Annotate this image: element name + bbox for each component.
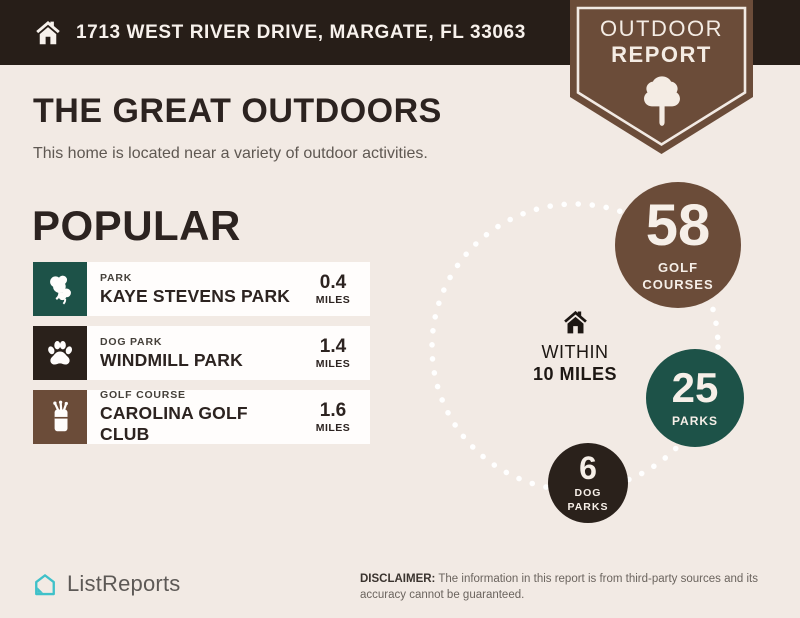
list-item-text: DOG PARK WINDMILL PARK (87, 326, 300, 380)
disclaimer-text: DISCLAIMER: The information in this repo… (360, 572, 772, 603)
paw-icon-box (33, 326, 87, 380)
listreports-logo: ListReports (31, 570, 180, 598)
golf-courses-bubble: 58 GOLF COURSES (615, 182, 741, 308)
distance-value: 1.6 (319, 400, 347, 421)
item-category: PARK (100, 271, 133, 284)
parks-label: PARKS (671, 414, 719, 428)
golf-courses-label: GOLF COURSES (642, 260, 714, 292)
park-icon-box (33, 262, 87, 316)
within-label: WITHIN (541, 342, 609, 362)
dog-parks-count: 6 (579, 450, 597, 487)
page-title: THE GREAT OUTDOORS (33, 92, 442, 130)
distance-unit: MILES (315, 422, 351, 434)
home-icon (36, 20, 60, 44)
distance-value: 0.4 (319, 272, 347, 293)
item-category: GOLF COURSE (100, 389, 186, 401)
parks-bubble: 25 PARKS (646, 349, 744, 447)
distance-unit: MILES (315, 358, 351, 370)
item-name: KAYE STEVENS PARK (100, 285, 291, 306)
item-distance: 1.6 MILES (300, 390, 370, 444)
listreports-house-icon (35, 574, 55, 596)
golf-icon-box (33, 390, 87, 444)
disclaimer-label: DISCLAIMER: (360, 573, 436, 585)
list-item-park: PARK KAYE STEVENS PARK 0.4 MILES (33, 262, 370, 316)
home-icon (563, 310, 587, 334)
list-item-text: GOLF COURSE CAROLINA GOLF CLUB (87, 389, 300, 444)
golf-courses-count: 58 (645, 193, 711, 259)
golf-bag-icon (53, 400, 68, 432)
property-address: 1713 WEST RIVER DRIVE, MARGATE, FL 33063 (76, 21, 526, 43)
ten-miles-label: 10 MILES (532, 364, 618, 384)
brand-name: ListReports (67, 571, 181, 596)
radius-center-label: WITHIN 10 MILES (515, 308, 635, 385)
park-icon (50, 275, 71, 305)
outdoor-report-badge: OUTDOOR REPORT (570, 0, 753, 162)
dog-parks-label: DOG PARKS (567, 487, 609, 513)
page-subtitle: This home is located near a variety of o… (33, 145, 428, 162)
popular-heading: POPULAR (32, 202, 241, 249)
list-item-text: PARK KAYE STEVENS PARK (87, 262, 300, 316)
parks-count: 25 (671, 364, 719, 411)
list-item-dog-park: DOG PARK WINDMILL PARK 1.4 MILES (33, 326, 370, 380)
item-distance: 0.4 MILES (300, 262, 370, 316)
item-name: WINDMILL PARK (100, 349, 243, 370)
distance-value: 1.4 (319, 336, 347, 357)
disclaimer-body: The information in this report is from t… (360, 573, 758, 601)
item-name: CAROLINA GOLF CLUB (100, 403, 248, 444)
badge-title-line2: REPORT (611, 42, 712, 67)
list-item-golf-course: GOLF COURSE CAROLINA GOLF CLUB 1.6 MILES (33, 389, 370, 444)
tree-icon (644, 76, 680, 126)
item-distance: 1.4 MILES (300, 326, 370, 380)
paw-icon (48, 341, 73, 365)
item-category: DOG PARK (100, 335, 163, 348)
distance-unit: MILES (315, 294, 351, 306)
dog-parks-bubble: 6 DOG PARKS (548, 443, 628, 523)
badge-title-line1: OUTDOOR (600, 16, 723, 41)
